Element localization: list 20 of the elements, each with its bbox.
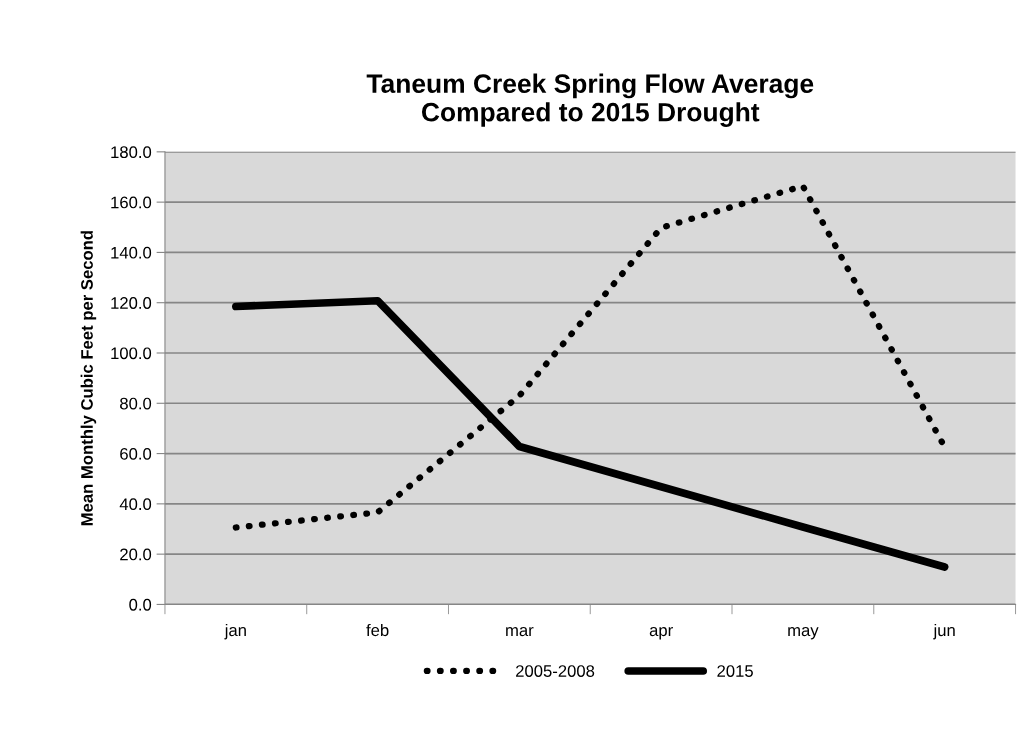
chart-title: Taneum Creek Spring Flow Average Compared to 2015 Drought — [366, 73, 814, 127]
y-axis-title: Mean Monthly Cubic Feet per Second — [80, 231, 97, 526]
y-tick-label: 20.0 — [120, 548, 152, 561]
y-tick-label: 40.0 — [119, 498, 152, 511]
y-tick-label: 100.0 — [111, 347, 152, 360]
legend-label: 2005-2008 — [516, 665, 595, 677]
y-tick-label: 180.0 — [111, 146, 152, 159]
y-tick-label: 120.0 — [111, 297, 152, 309]
y-tick-label: 60.0 — [120, 447, 152, 460]
x-tick-label: jun — [933, 623, 955, 640]
y-tick-label: 140.0 — [111, 246, 152, 259]
x-tick-label: feb — [366, 623, 389, 637]
y-tick-label: 160.0 — [111, 196, 152, 209]
legend-label: 2015 — [717, 665, 753, 677]
x-tick-label: apr — [649, 626, 673, 640]
x-tick-label: jan — [224, 623, 246, 640]
y-tick-label: 80.0 — [120, 397, 152, 410]
x-tick-label: may — [788, 626, 819, 640]
y-tick-label: 0.0 — [129, 598, 152, 611]
x-tick-label: mar — [506, 626, 534, 637]
